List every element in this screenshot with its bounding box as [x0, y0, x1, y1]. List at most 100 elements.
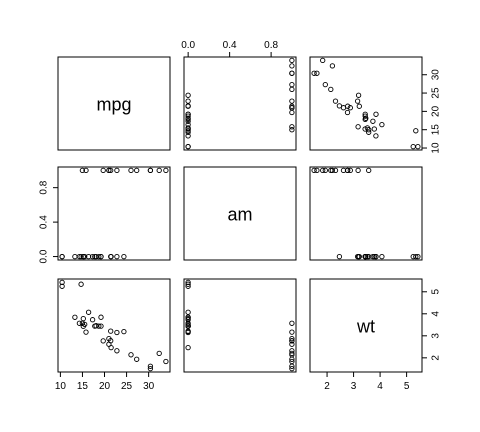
point-mpg-vs-wt: [362, 111, 368, 117]
point-wt-vs-mpg: [108, 328, 114, 334]
point-am-vs-mpg: [128, 167, 134, 174]
point-mpg-vs-am: [289, 109, 295, 116]
point-wt-vs-am: [185, 309, 191, 315]
point-mpg-vs-wt: [362, 113, 368, 119]
point-mpg-vs-wt: [345, 103, 351, 109]
point-mpg-vs-wt: [332, 98, 339, 104]
point-mpg-vs-wt: [373, 133, 379, 139]
point-wt-vs-mpg: [147, 363, 154, 369]
point-mpg-vs-wt: [320, 57, 326, 64]
tick-label-bottom-mpg: 10: [55, 381, 67, 392]
tick-label-right-wt: 3: [431, 333, 442, 339]
point-wt-vs-am: [185, 329, 191, 336]
point-wt-vs-mpg: [156, 350, 162, 357]
point-mpg-vs-wt: [347, 105, 353, 111]
point-wt-vs-am: [289, 358, 295, 365]
point-wt-vs-mpg: [114, 348, 120, 354]
tick-label-bottom-mpg: 25: [121, 381, 133, 392]
point-wt-vs-mpg: [76, 320, 83, 326]
point-am-vs-wt: [314, 167, 320, 174]
point-wt-vs-mpg: [85, 309, 92, 315]
point-am-vs-wt: [320, 167, 326, 174]
point-mpg-vs-wt: [344, 109, 351, 116]
point-am-vs-wt: [371, 253, 377, 260]
tick-label-right-mpg: 20: [431, 105, 442, 117]
point-am-vs-wt: [345, 167, 351, 174]
point-wt-vs-mpg: [128, 352, 134, 358]
point-wt-vs-mpg: [108, 344, 114, 351]
point-mpg-vs-wt: [355, 124, 361, 130]
point-mpg-vs-wt: [354, 98, 361, 104]
point-mpg-vs-wt: [356, 103, 362, 109]
point-am-vs-wt: [355, 167, 361, 174]
point-wt-vs-mpg: [59, 279, 65, 286]
point-wt-vs-mpg: [100, 338, 106, 344]
point-mpg-vs-wt: [362, 126, 368, 132]
point-mpg-vs-am: [289, 124, 295, 130]
point-mpg-vs-am: [289, 98, 295, 104]
point-am-vs-mpg: [98, 253, 104, 260]
point-am-vs-mpg: [79, 167, 86, 174]
point-mpg-vs-wt: [370, 118, 376, 124]
point-wt-vs-am: [185, 344, 191, 351]
diag-label-mpg: mpg: [96, 95, 131, 115]
panel-mpg-vs-mpg: [57, 56, 171, 151]
point-wt-vs-mpg: [98, 314, 104, 320]
point-am-vs-mpg: [114, 253, 120, 260]
point-mpg-vs-wt: [311, 70, 317, 76]
point-am-vs-mpg: [134, 167, 140, 174]
point-am-vs-mpg: [92, 253, 98, 260]
point-wt-vs-am: [185, 281, 191, 287]
point-wt-vs-mpg: [59, 283, 65, 289]
point-wt-vs-mpg: [79, 320, 86, 326]
point-am-vs-mpg: [80, 253, 86, 260]
point-am-vs-wt: [366, 167, 372, 174]
point-wt-vs-am: [289, 365, 295, 372]
point-wt-vs-mpg: [121, 328, 127, 335]
point-mpg-vs-am: [185, 103, 191, 109]
point-mpg-vs-am: [185, 98, 191, 104]
point-am-vs-wt: [413, 253, 419, 260]
point-am-vs-mpg: [156, 167, 162, 174]
point-mpg-vs-wt: [366, 127, 372, 133]
point-mpg-vs-am: [289, 127, 295, 133]
tick-label-right-mpg: 10: [431, 142, 442, 154]
point-wt-vs-am: [185, 314, 191, 320]
point-am-vs-mpg: [163, 167, 169, 174]
panel-am-vs-wt: [309, 166, 423, 261]
tick-label-right-wt: 2: [431, 355, 442, 361]
point-wt-vs-mpg: [72, 314, 78, 320]
point-wt-vs-am: [289, 352, 295, 358]
point-am-vs-wt: [354, 253, 361, 260]
point-mpg-vs-am: [185, 143, 191, 150]
tick-label-right-mpg: 25: [431, 87, 442, 99]
point-am-vs-wt: [311, 167, 317, 174]
point-mpg-vs-am: [185, 128, 191, 134]
point-mpg-vs-am: [289, 63, 295, 69]
point-am-vs-mpg: [114, 167, 120, 174]
panel-mpg-vs-am: [183, 56, 297, 151]
point-wt-vs-am: [185, 279, 191, 286]
point-am-vs-wt: [379, 253, 385, 260]
point-mpg-vs-am: [289, 81, 295, 88]
panel-wt-vs-am: [183, 278, 297, 373]
point-wt-vs-mpg: [80, 323, 86, 329]
point-wt-vs-am: [185, 283, 191, 289]
point-mpg-vs-wt: [328, 86, 334, 93]
point-mpg-vs-am: [289, 86, 295, 93]
point-am-vs-mpg: [72, 253, 78, 260]
point-am-vs-wt: [322, 167, 328, 174]
point-wt-vs-am: [289, 335, 295, 342]
tick-label-bottom-wt: 3: [351, 381, 357, 392]
point-wt-vs-mpg: [83, 329, 89, 335]
point-am-vs-mpg: [78, 253, 84, 260]
point-mpg-vs-am: [185, 118, 191, 124]
panel-wt-vs-mpg: [57, 278, 171, 373]
tick-label-right-wt: 5: [431, 289, 442, 295]
point-am-vs-mpg: [121, 253, 127, 260]
point-mpg-vs-wt: [373, 111, 379, 117]
point-wt-vs-am: [185, 321, 191, 328]
panel-am-vs-mpg: [57, 166, 171, 261]
point-wt-vs-mpg: [108, 338, 114, 344]
